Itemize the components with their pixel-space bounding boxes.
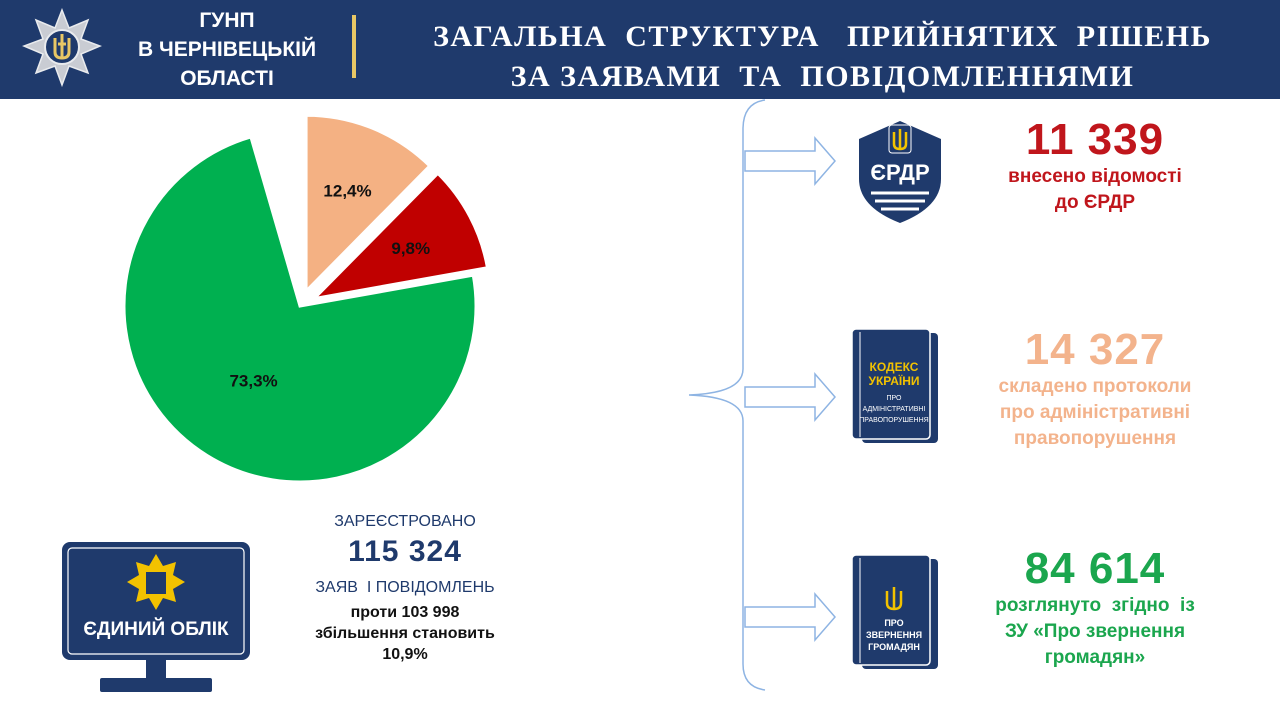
arrow-to-appeals — [744, 591, 836, 643]
erdr-shield-icon: ЄРДР — [859, 121, 941, 223]
connector-brace — [688, 99, 836, 691]
trident-icon — [885, 587, 903, 611]
monitor-label: ЄДИНИЙ ОБЛІК — [83, 618, 229, 640]
comparison-line-2: збільшення становить — [315, 625, 495, 642]
decisions-pie-chart: 12,4% 9,8% 73,3% — [122, 113, 490, 484]
law-line-2: ЗВЕРНЕННЯ — [866, 630, 922, 640]
stat-appeals-number: 84 614 — [1024, 544, 1166, 593]
title-line-1: ЗАГАЛЬНА СТРУКТУРА ПРИЙНЯТИХ РІШЕНЬ — [433, 20, 1212, 53]
registered-number: 115 324 — [348, 535, 462, 568]
erdr-label: ЄРДР — [870, 160, 929, 185]
appeals-law-book-icon: ПРО ЗВЕРНЕННЯ ГРОМАДЯН — [851, 554, 938, 669]
code-book-icon: КОДЕКС УКРАЇНИ ПРО АДМІНІСТРАТИВНІ ПРАВО… — [851, 328, 938, 443]
stat-appeals: 84 614 розглянуто згідно із ЗУ «Про звер… — [950, 545, 1240, 671]
arrow-to-erdr — [744, 135, 836, 187]
org-line-1: ГУНП — [199, 9, 255, 32]
registered-comparison: проти 103 998 збільшення становить 10,9% — [280, 602, 530, 665]
stat-protocols-number: 14 327 — [1024, 325, 1166, 374]
title-line-2: ЗА ЗАЯВАМИ ТА ПОВІДОМЛЕННЯМИ — [510, 60, 1135, 93]
code-line-1: КОДЕКС — [870, 360, 919, 374]
header-bar: ГУНП В ЧЕРНІВЕЦЬКІЙ ОБЛАСТІ ЗАГАЛЬНА СТР… — [0, 0, 1280, 99]
organization-name: ГУНП В ЧЕРНІВЕЦЬКІЙ ОБЛАСТІ — [112, 6, 342, 93]
registered-label: ЗАРЕЄСТРОВАНО — [334, 513, 476, 530]
pie-slice-large — [122, 135, 478, 484]
stat-appeals-line-2: ЗУ «Про звернення — [1004, 621, 1186, 642]
pie-label-medium: 9,8% — [391, 239, 430, 258]
arrow-to-protocols — [744, 371, 836, 423]
stat-appeals-line-1: розглянуто згідно із — [995, 595, 1195, 616]
code-line-4: АДМІНІСТРАТИВНІ — [863, 406, 926, 413]
org-line-3: ОБЛАСТІ — [180, 67, 274, 90]
org-line-2: В ЧЕРНІВЕЦЬКІЙ — [137, 38, 317, 61]
stat-erdr: 11 339 внесено відомості до ЄРДР — [950, 116, 1240, 216]
page-title: ЗАГАЛЬНА СТРУКТУРА ПРИЙНЯТИХ РІШЕНЬ ЗА З… — [380, 17, 1265, 97]
comparison-line-1: проти 103 998 — [350, 604, 460, 621]
header-divider — [352, 15, 356, 78]
police-badge-icon — [22, 8, 102, 88]
stat-protocols-line-1: складено протоколи — [998, 376, 1192, 397]
pie-slice-medium — [309, 171, 490, 301]
stat-protocols-line-2: про адміністративні — [999, 402, 1191, 423]
stat-erdr-line-2: до ЄРДР — [1054, 192, 1136, 213]
stat-erdr-number: 11 339 — [1025, 115, 1165, 164]
stat-protocols-line-3: правопорушення — [1013, 428, 1177, 449]
stat-erdr-line-1: внесено відомості — [1008, 166, 1182, 187]
pie-label-small: 12,4% — [323, 181, 371, 200]
code-line-3: ПРО — [887, 395, 903, 402]
pie-slice-small — [304, 113, 432, 295]
comparison-line-3: 10,9% — [382, 646, 428, 663]
brace-line — [688, 99, 766, 691]
law-line-3: ГРОМАДЯН — [868, 642, 920, 652]
law-line-1: ПРО — [884, 618, 903, 628]
registered-subject: ЗАЯВ І ПОВІДОМЛЕНЬ — [315, 579, 495, 596]
pie-label-large: 73,3% — [229, 372, 277, 391]
stat-appeals-line-3: громадян» — [1044, 647, 1146, 668]
unified-registry-monitor-icon: ЄДИНИЙ ОБЛІК — [62, 542, 250, 692]
code-line-2: УКРАЇНИ — [868, 373, 919, 388]
code-line-5: ПРАВОПОРУШЕННЯ — [859, 417, 928, 424]
registered-summary: ЗАРЕЄСТРОВАНО 115 324 ЗАЯВ І ПОВІДОМЛЕНЬ… — [280, 510, 530, 665]
stat-protocols: 14 327 складено протоколи про адміністра… — [950, 326, 1240, 452]
